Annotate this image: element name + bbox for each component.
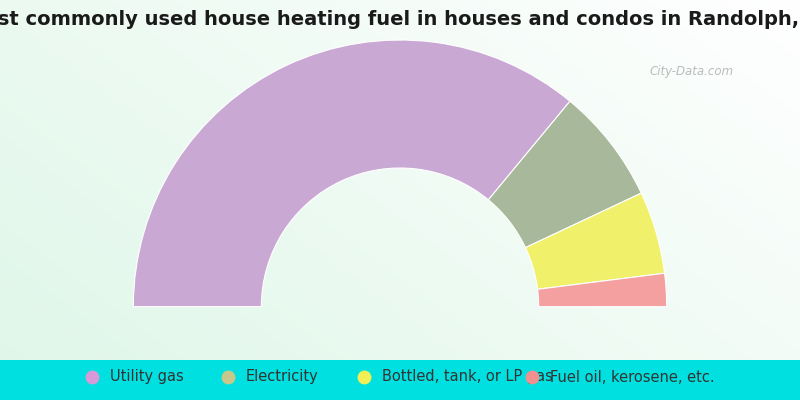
Wedge shape — [134, 40, 570, 307]
Text: Utility gas: Utility gas — [110, 370, 183, 384]
Wedge shape — [538, 273, 666, 307]
Text: Most commonly used house heating fuel in houses and condos in Randolph, NE: Most commonly used house heating fuel in… — [0, 10, 800, 29]
Text: Electricity: Electricity — [246, 370, 318, 384]
Text: City-Data.com: City-Data.com — [650, 66, 734, 78]
Text: Bottled, tank, or LP gas: Bottled, tank, or LP gas — [382, 370, 553, 384]
Wedge shape — [488, 101, 642, 248]
Text: Fuel oil, kerosene, etc.: Fuel oil, kerosene, etc. — [550, 370, 714, 384]
Wedge shape — [526, 193, 665, 289]
